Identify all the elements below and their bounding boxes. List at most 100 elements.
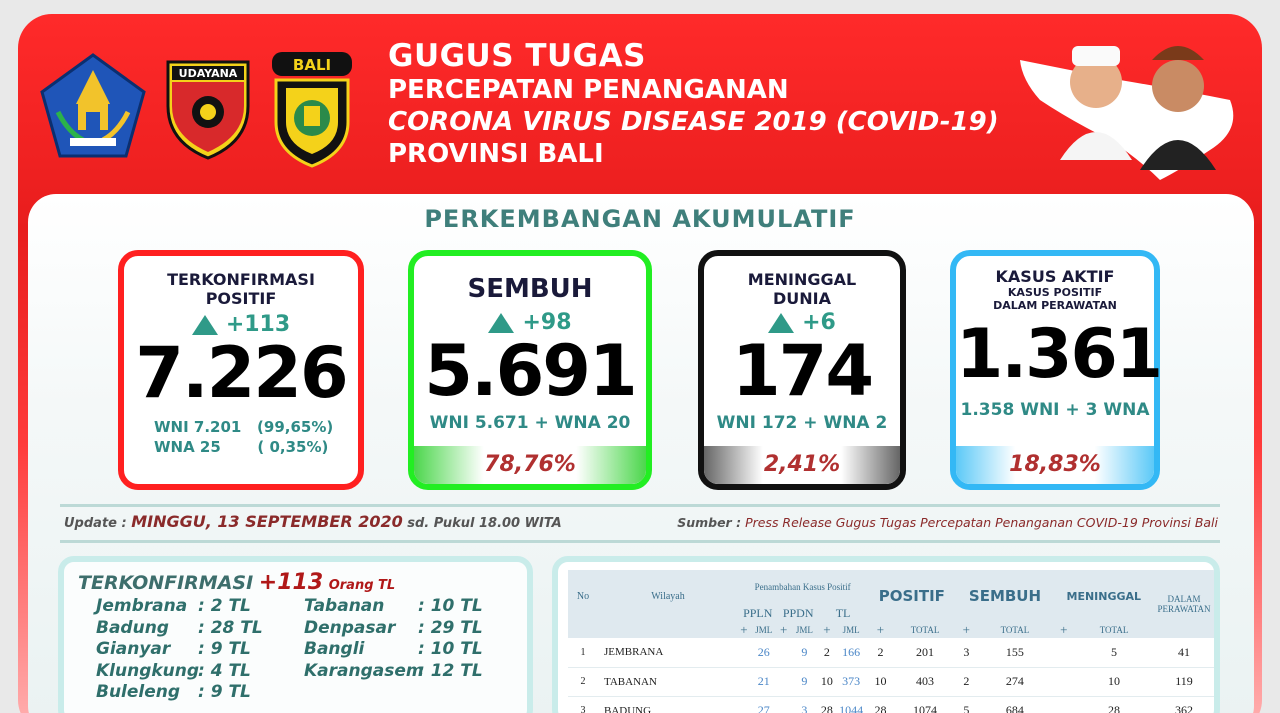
cell-no: 1 [568, 638, 598, 668]
tl-regency-name: Denpasar [304, 617, 396, 638]
th-tl: TL [818, 604, 868, 622]
bali-officials-graphic [1010, 20, 1250, 194]
tl-title: TERKONFIRMASI [78, 572, 254, 594]
tl-regency-name: Jembrana [96, 596, 188, 616]
card-meninggal-delta: +6 [802, 310, 836, 335]
th-sub-plus: + [738, 622, 750, 638]
source-text: Press Release Gugus Tugas Percepatan Pen… [745, 515, 1218, 530]
cell-rawat: 362 [1154, 696, 1214, 713]
card-aktif-sub-1: KASUS POSITIF [1007, 286, 1103, 299]
tl-count: +113 [258, 570, 324, 595]
update-time: sd. Pukul 18.00 WITA [407, 516, 562, 531]
card-sembuh-delta: +98 [522, 310, 572, 335]
card-meninggal-dunia: MENINGGAL DUNIA +6 174 WNI 172 + WNA 2 2… [698, 250, 906, 490]
cell-empty [1053, 638, 1075, 668]
cell-empty [738, 667, 750, 697]
udayana-text: UDAYANA [179, 67, 238, 80]
cell-tl-jml: 166 [834, 638, 868, 668]
udayana-military-emblem: UDAYANA [162, 56, 254, 164]
card-sembuh-breakdown: WNI 5.671 + WNA 20 [429, 413, 631, 433]
kasus-table: No Wilayah Penambahan Kasus Positif POSI… [568, 570, 1214, 713]
tl-row-left-3: Klungkung: 4 TL [96, 660, 251, 681]
card-meninggal-title-1: MENINGGAL [747, 270, 857, 289]
tl-regency-value: : 4 TL [198, 660, 251, 681]
cell-tl-plus: 28 [818, 696, 835, 713]
card-sembuh: SEMBUH +98 5.691 WNI 5.671 + WNA 20 78,7… [408, 250, 652, 490]
cell-pos-plus: 2 [867, 638, 894, 668]
header-line-1: GUGUS TUGAS [388, 38, 646, 74]
th-sub-total: TOTAL [976, 622, 1054, 638]
th-sub-plus: + [818, 622, 835, 638]
cell-sem-plus: 5 [956, 696, 977, 713]
tl-regency-value: : 2 TL [198, 596, 251, 616]
transmisi-lokal-heading: TERKONFIRMASI +113 Orang TL [78, 570, 395, 595]
tl-row-left-0: Jembrana : 2 TL [96, 596, 251, 616]
cell-sem-plus: 3 [956, 638, 977, 668]
tl-regency-name: Tabanan [304, 596, 385, 616]
card-positif-title-1: TERKONFIRMASI [167, 270, 315, 289]
cell-empty [1053, 667, 1075, 697]
cell-empty [738, 696, 750, 713]
card-terkonfirmasi-positif: TERKONFIRMASI POSITIF +113 7.226 WNI 7.2… [118, 250, 364, 490]
cell-pos-total: 403 [893, 667, 957, 697]
tl-unit: Orang TL [328, 578, 396, 593]
cell-empty [777, 667, 790, 697]
cell-pos-plus: 10 [867, 667, 894, 697]
th-perawatan: PERAWATAN [1157, 604, 1211, 614]
cell-pos-plus: 28 [867, 696, 894, 713]
tl-regency-name: Badung [96, 617, 169, 638]
th-dalam: DALAM [1167, 594, 1201, 604]
th-sub-plus: + [1053, 622, 1075, 638]
cell-empty [738, 638, 750, 668]
cell-ppln-jml: 26 [749, 638, 778, 668]
card-aktif-sub-2: DALAM PERAWATAN [993, 299, 1117, 312]
card-positif-wna-pct: ( 0,35%) [257, 438, 329, 456]
bali-text: BALI [293, 56, 331, 74]
card-aktif-breakdown: 1.358 WNI + 3 WNA [960, 400, 1150, 420]
header-line-2: PERCEPATAN PENANGANAN [388, 75, 789, 105]
cell-wilayah: BADUNG [598, 696, 738, 713]
transmisi-lokal-box [58, 556, 533, 713]
card-aktif-total: 1.361 [956, 315, 1163, 394]
source-info: Sumber : Press Release Gugus Tugas Perce… [677, 515, 1218, 530]
bali-police-emblem: BALI [268, 48, 356, 174]
tl-regency-name: Klungkung [96, 660, 200, 681]
cell-sem-total: 274 [976, 667, 1054, 697]
tl-regency-name: Gianyar [96, 639, 171, 659]
th-sub-plus: + [867, 622, 894, 638]
cell-ppdn-jml: 3 [789, 696, 819, 713]
table-row: 3 BADUNG 27 3 28 1044 28 1074 5 684 28 362 [568, 696, 1214, 713]
th-meninggal: MENINGGAL [1053, 570, 1154, 622]
card-positif-title-2: POSITIF [205, 289, 277, 308]
cell-men-total: 5 [1074, 638, 1154, 668]
tl-regency-value: : 9 TL [198, 682, 251, 702]
cell-ppln-jml: 27 [749, 696, 778, 713]
card-positif-wni: WNI 7.201 [154, 418, 242, 436]
update-date: MINGGU, 13 SEPTEMBER 2020 [131, 512, 403, 531]
tl-row-right-1: Denpasar: 29 TL [304, 617, 483, 638]
card-positif-wna: WNA 25 [154, 438, 221, 456]
th-penambahan: Penambahan Kasus Positif [738, 570, 868, 604]
tl-regency-name: Buleleng [96, 682, 181, 702]
cell-sem-total: 155 [976, 638, 1054, 668]
cell-tl-plus: 10 [818, 667, 835, 697]
cell-tl-plus: 2 [818, 638, 835, 668]
update-label: Update : [64, 516, 127, 531]
update-info: Update : MINGGU, 13 SEPTEMBER 2020 sd. P… [64, 512, 562, 531]
cell-empty [777, 638, 790, 668]
card-aktif-pct: 18,83% [956, 446, 1154, 484]
divider-bottom [60, 540, 1220, 543]
tl-regency-value: : 10 TL [418, 596, 483, 616]
tl-row-right-3: Karangasem: 12 TL [304, 661, 483, 681]
cell-tl-jml: 1044 [834, 696, 868, 713]
tl-row-right-0: Tabanan : 10 TL [304, 596, 483, 616]
cell-rawat: 119 [1154, 667, 1214, 697]
th-no: No [568, 570, 598, 622]
cell-no: 3 [568, 696, 598, 713]
card-positif-wni-pct: (99,65%) [257, 418, 334, 436]
cell-wilayah: TABANAN [598, 667, 738, 697]
card-meninggal-total: 174 [731, 330, 874, 412]
cell-ppdn-jml: 9 [789, 667, 819, 697]
th-ppln: PPLN [738, 604, 778, 622]
header-title: GUGUS TUGAS PERCEPATAN PENANGANAN CORONA… [388, 38, 999, 170]
